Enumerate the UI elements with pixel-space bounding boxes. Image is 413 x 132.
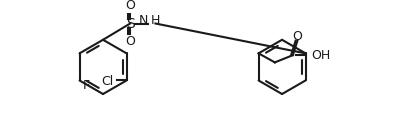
Text: N: N bbox=[138, 14, 148, 27]
Text: OH: OH bbox=[310, 49, 330, 62]
Text: F: F bbox=[83, 79, 90, 92]
Text: O: O bbox=[125, 35, 135, 48]
Text: Cl: Cl bbox=[101, 75, 114, 88]
Text: S: S bbox=[126, 16, 134, 30]
Text: O: O bbox=[292, 30, 301, 43]
Text: O: O bbox=[125, 0, 135, 12]
Text: H: H bbox=[151, 14, 160, 27]
